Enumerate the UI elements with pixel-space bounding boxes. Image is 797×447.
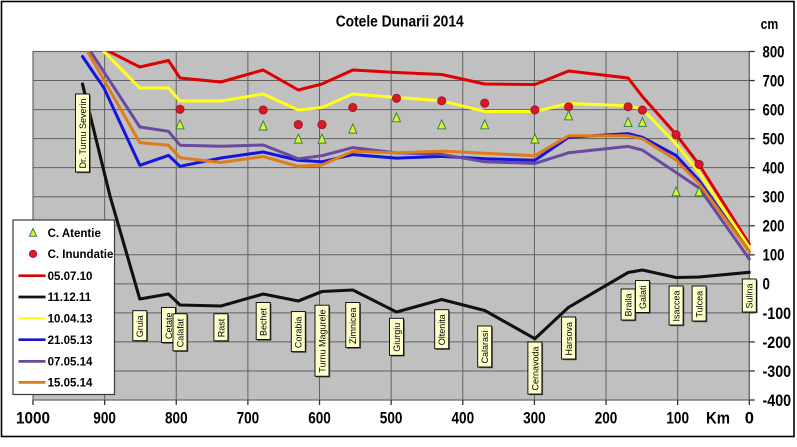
svg-text:1000: 1000 [16, 409, 50, 427]
svg-text:Dr. Turnu Severin: Dr. Turnu Severin [78, 98, 88, 168]
svg-text:600: 600 [763, 102, 785, 120]
svg-text:600: 600 [308, 409, 331, 427]
svg-text:400: 400 [452, 409, 475, 427]
svg-text:800: 800 [165, 409, 188, 427]
svg-text:400: 400 [763, 160, 785, 178]
svg-text:C. Inundatie: C. Inundatie [48, 249, 114, 261]
svg-text:200: 200 [763, 218, 785, 236]
svg-text:Oltenita: Oltenita [437, 314, 447, 345]
svg-text:10.04.13: 10.04.13 [48, 314, 93, 326]
svg-text:700: 700 [763, 72, 785, 90]
svg-text:21.05.13: 21.05.13 [48, 335, 93, 347]
svg-text:Cetate: Cetate [164, 312, 174, 339]
svg-text:Cotele Dunarii 2014: Cotele Dunarii 2014 [336, 14, 464, 31]
svg-text:Cernavoda: Cernavoda [530, 346, 540, 390]
svg-text:0: 0 [745, 409, 754, 427]
svg-text:Sulina: Sulina [745, 283, 755, 308]
svg-text:15.05.14: 15.05.14 [48, 378, 93, 390]
svg-text:07.05.14: 07.05.14 [48, 357, 93, 369]
svg-text:500: 500 [380, 409, 403, 427]
svg-text:100: 100 [666, 409, 689, 427]
svg-text:800: 800 [763, 43, 785, 61]
svg-text:0: 0 [763, 276, 770, 294]
svg-text:11.12.11: 11.12.11 [48, 292, 92, 304]
svg-text:Rast: Rast [216, 318, 226, 337]
svg-text:200: 200 [595, 409, 618, 427]
svg-text:Galati: Galati [638, 285, 648, 309]
svg-text:Turnu Magurele: Turnu Magurele [317, 309, 327, 372]
svg-text:-200: -200 [763, 334, 792, 352]
svg-text:Braila: Braila [624, 293, 634, 316]
svg-text:Isaccea: Isaccea [672, 290, 682, 321]
svg-text:Giurgiu: Giurgiu [392, 323, 402, 352]
svg-text:300: 300 [523, 409, 546, 427]
svg-text:Corabia: Corabia [294, 317, 304, 349]
svg-text:Calafat: Calafat [175, 318, 185, 347]
svg-text:300: 300 [763, 189, 785, 207]
svg-text:05.07.10: 05.07.10 [48, 271, 93, 283]
svg-text:500: 500 [763, 131, 785, 149]
svg-text:700: 700 [237, 409, 260, 427]
svg-text:-300: -300 [763, 363, 792, 381]
svg-text:Harsova: Harsova [564, 322, 574, 356]
svg-text:Km: Km [706, 409, 730, 427]
svg-text:C. Atentie: C. Atentie [48, 228, 101, 240]
svg-text:Tulcea: Tulcea [695, 291, 705, 318]
svg-text:Zimnicea: Zimnicea [348, 307, 358, 344]
svg-text:900: 900 [93, 409, 116, 427]
svg-text:100: 100 [763, 247, 785, 265]
svg-text:cm: cm [761, 16, 779, 33]
svg-text:Bechet: Bechet [259, 307, 269, 336]
svg-text:-400: -400 [763, 392, 792, 410]
svg-text:Gruia: Gruia [135, 315, 145, 337]
svg-text:-100: -100 [763, 305, 792, 323]
svg-text:Calarasi: Calarasi [480, 330, 490, 363]
